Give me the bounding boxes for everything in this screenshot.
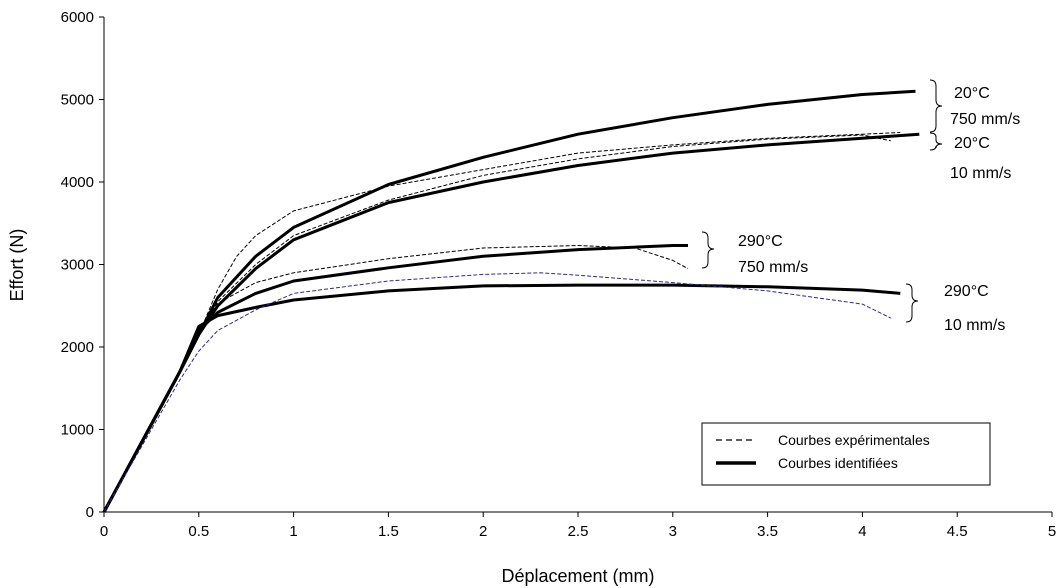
x-tick-label: 2.5	[568, 523, 589, 540]
x-tick-label: 1	[289, 523, 297, 540]
annotation-290c-750-temp: 290°C	[738, 233, 783, 250]
x-tick-label: 0.5	[188, 523, 209, 540]
curves-layer	[102, 89, 920, 513]
annotation-20c-10-temp: 20°C	[954, 135, 990, 152]
x-tick-label: 4	[858, 523, 866, 540]
brace-20c-10	[929, 132, 943, 151]
y-ticks: 0 1000 2000 3000 4000 5000 6000	[61, 9, 104, 521]
x-tick-label: 5	[1048, 523, 1056, 540]
x-ticks: 0 0.5 1 1.5 2 2.5 3 3.5 4 4.5 5	[100, 512, 1056, 540]
brace-290c-750	[701, 231, 715, 269]
legend: Courbes expérimentales Courbes identifié…	[701, 422, 991, 486]
annotation-20c-10-speed: 10 mm/s	[950, 165, 1011, 182]
annotations: 20°C 750 mm/s 20°C 10 mm/s 290°C 750 mm/…	[701, 79, 1020, 334]
y-tick-label: 2000	[61, 339, 94, 356]
identified-curve-3	[102, 283, 901, 513]
legend-label-identified: Courbes identifiées	[778, 455, 898, 471]
x-tick-label: 4.5	[947, 523, 968, 540]
x-tick-label: 3.5	[757, 523, 778, 540]
y-tick-label: 3000	[61, 257, 94, 274]
annotation-290c-750-speed: 750 mm/s	[738, 259, 808, 276]
annotation-20c-750-temp: 20°C	[954, 85, 990, 102]
y-axis-title: Effort (N)	[7, 229, 27, 302]
experimental-curve-7	[103, 272, 892, 513]
legend-box	[701, 422, 991, 486]
y-tick-label: 4000	[61, 174, 94, 191]
experimental-curve-5	[103, 134, 891, 513]
experimental-curve-4	[103, 132, 901, 513]
y-tick-label: 5000	[61, 92, 94, 109]
experimental-curve-6	[103, 245, 689, 513]
x-tick-label: 3	[669, 523, 677, 540]
axes: 0 0.5 1 1.5 2 2.5 3 3.5 4 4.5 5 0 1000 2000 3000 4000 5…	[61, 9, 1057, 540]
y-tick-label: 0	[86, 504, 94, 521]
y-tick-label: 1000	[61, 422, 94, 439]
annotation-290c-10-temp: 290°C	[944, 283, 989, 300]
annotation-290c-10-speed: 10 mm/s	[944, 317, 1005, 334]
x-axis-title: Déplacement (mm)	[501, 566, 654, 586]
x-tick-label: 2	[479, 523, 487, 540]
legend-label-experimental: Courbes expérimentales	[778, 432, 930, 448]
annotation-20c-750-speed: 750 mm/s	[950, 111, 1020, 128]
brace-20c-750	[929, 79, 943, 133]
x-tick-label: 0	[100, 523, 108, 540]
x-tick-label: 1.5	[378, 523, 399, 540]
brace-290c-10	[905, 283, 919, 323]
y-tick-label: 6000	[61, 9, 94, 26]
